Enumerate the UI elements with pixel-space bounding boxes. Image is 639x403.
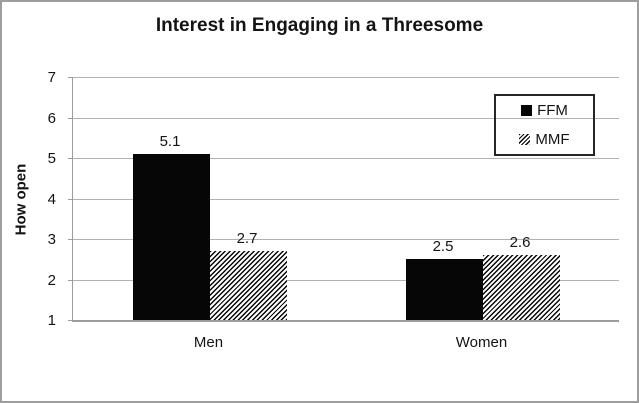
legend-label-ffm: FFM: [537, 102, 568, 119]
legend-item-ffm: FFM: [496, 96, 593, 125]
plot-area: [72, 77, 619, 322]
bar-men-ffm: [132, 153, 210, 320]
y-tick-mark: [68, 158, 73, 159]
y-tick-mark: [68, 279, 73, 281]
y-tick-label: 6: [47, 109, 56, 127]
gridline: [73, 158, 619, 159]
y-tick-label: 7: [47, 69, 56, 86]
ffm-solid-swatch-icon: [521, 105, 533, 116]
gridline: [73, 77, 619, 78]
legend: FFM MMF: [494, 94, 595, 156]
category-label-men: Men: [193, 334, 224, 351]
y-tick-label: 3: [47, 231, 56, 248]
y-tick-label: 1: [47, 312, 56, 329]
gridline: [73, 239, 619, 240]
y-tick-mark: [68, 320, 73, 321]
bar-women-mmf: [482, 255, 560, 320]
category-label-women: Women: [455, 334, 508, 351]
y-tick-mark: [68, 77, 73, 78]
y-tick-label: 4: [47, 190, 56, 208]
data-label-men-ffm: 5.1: [159, 132, 181, 150]
y-tick-mark: [68, 198, 73, 200]
y-tick-mark: [68, 117, 73, 119]
legend-item-mmf: MMF: [496, 125, 593, 154]
gridline: [73, 198, 619, 200]
data-label-women-mmf: 2.6: [509, 234, 531, 252]
gridline: [73, 279, 619, 281]
y-tick-mark: [68, 239, 73, 240]
mmf-hatched-swatch-icon: [519, 134, 531, 145]
data-label-women-ffm: 2.5: [432, 238, 454, 256]
chart-title: Interest in Engaging in a Threesome: [155, 15, 484, 36]
data-label-men-mmf: 2.7: [236, 230, 258, 248]
y-tick-label: 5: [47, 150, 56, 167]
y-tick-label: 2: [47, 271, 56, 289]
bar-women-ffm: [405, 259, 483, 320]
legend-label-mmf: MMF: [535, 131, 570, 148]
bar-men-mmf: [209, 251, 287, 320]
gridline: [73, 117, 619, 119]
